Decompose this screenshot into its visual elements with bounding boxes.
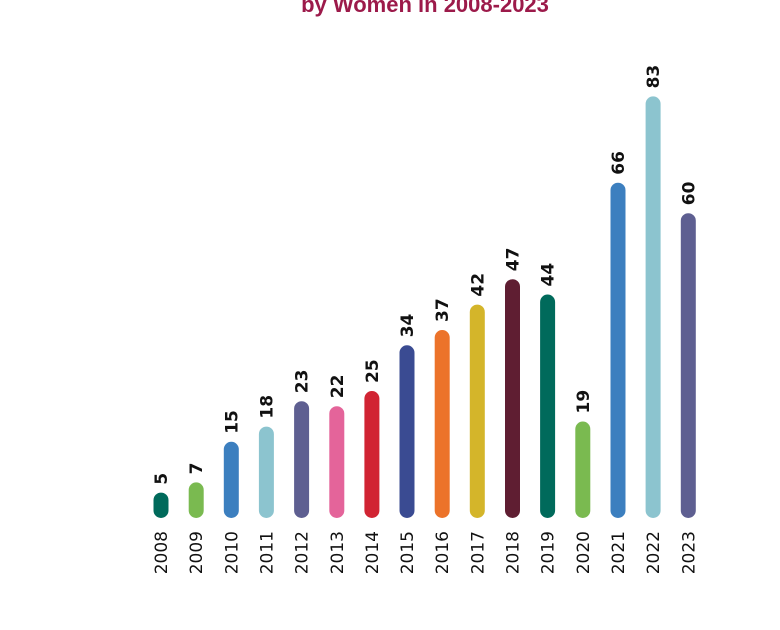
value-label-2012: 23 xyxy=(293,370,313,394)
value-label-2020: 19 xyxy=(574,390,594,414)
bar-2020 xyxy=(575,421,591,518)
bar-2018 xyxy=(505,279,520,518)
x-tick-label-2014: 2014 xyxy=(363,531,383,574)
x-tick-label-2016: 2016 xyxy=(433,531,453,574)
value-label-2013: 22 xyxy=(328,375,348,399)
bar-2013 xyxy=(329,406,345,518)
value-label-2021: 66 xyxy=(609,151,629,175)
value-label-2018: 47 xyxy=(504,248,524,272)
x-tick-label-2009: 2009 xyxy=(187,531,207,574)
x-tick-label-2011: 2011 xyxy=(257,531,277,574)
bar-2014 xyxy=(364,391,380,518)
bar-2009 xyxy=(188,482,204,518)
value-label-2017: 42 xyxy=(468,273,488,297)
value-label-2009: 7 xyxy=(187,463,207,475)
bar-2008 xyxy=(153,492,169,518)
x-tick-label-2019: 2019 xyxy=(539,531,559,574)
bar-2012 xyxy=(294,401,310,518)
bar-2017 xyxy=(469,304,485,518)
x-tick-label-2012: 2012 xyxy=(293,531,313,574)
value-label-2022: 83 xyxy=(644,65,664,89)
x-tick-label-2018: 2018 xyxy=(504,531,524,574)
value-label-2015: 34 xyxy=(398,313,418,337)
bar-2016 xyxy=(434,330,450,518)
x-tick-label-2020: 2020 xyxy=(574,531,594,574)
bar-2022 xyxy=(645,96,661,519)
value-label-2014: 25 xyxy=(363,359,383,383)
x-tick-label-2008: 2008 xyxy=(152,531,172,574)
x-tick-label-2022: 2022 xyxy=(644,531,664,574)
value-label-2008: 5 xyxy=(152,473,172,485)
value-label-2011: 18 xyxy=(257,395,277,419)
value-label-2019: 44 xyxy=(539,263,559,287)
x-tick-label-2013: 2013 xyxy=(328,531,348,574)
x-tick-label-2023: 2023 xyxy=(679,531,699,574)
bar-2011 xyxy=(258,426,274,518)
x-tick-label-2017: 2017 xyxy=(468,531,488,574)
chart-title: by Women in 2008-2023 xyxy=(301,0,549,17)
x-tick-label-2021: 2021 xyxy=(609,531,629,574)
x-tick-label-2015: 2015 xyxy=(398,531,418,574)
bar-2010 xyxy=(223,441,239,518)
bar-2023 xyxy=(680,213,696,518)
bar-2015 xyxy=(399,345,415,518)
value-label-2023: 60 xyxy=(679,181,699,205)
value-label-2010: 15 xyxy=(222,410,242,434)
value-label-2016: 37 xyxy=(433,298,453,322)
x-tick-label-2010: 2010 xyxy=(222,531,242,574)
bar-2019 xyxy=(540,294,556,518)
bar-2021 xyxy=(610,182,626,518)
